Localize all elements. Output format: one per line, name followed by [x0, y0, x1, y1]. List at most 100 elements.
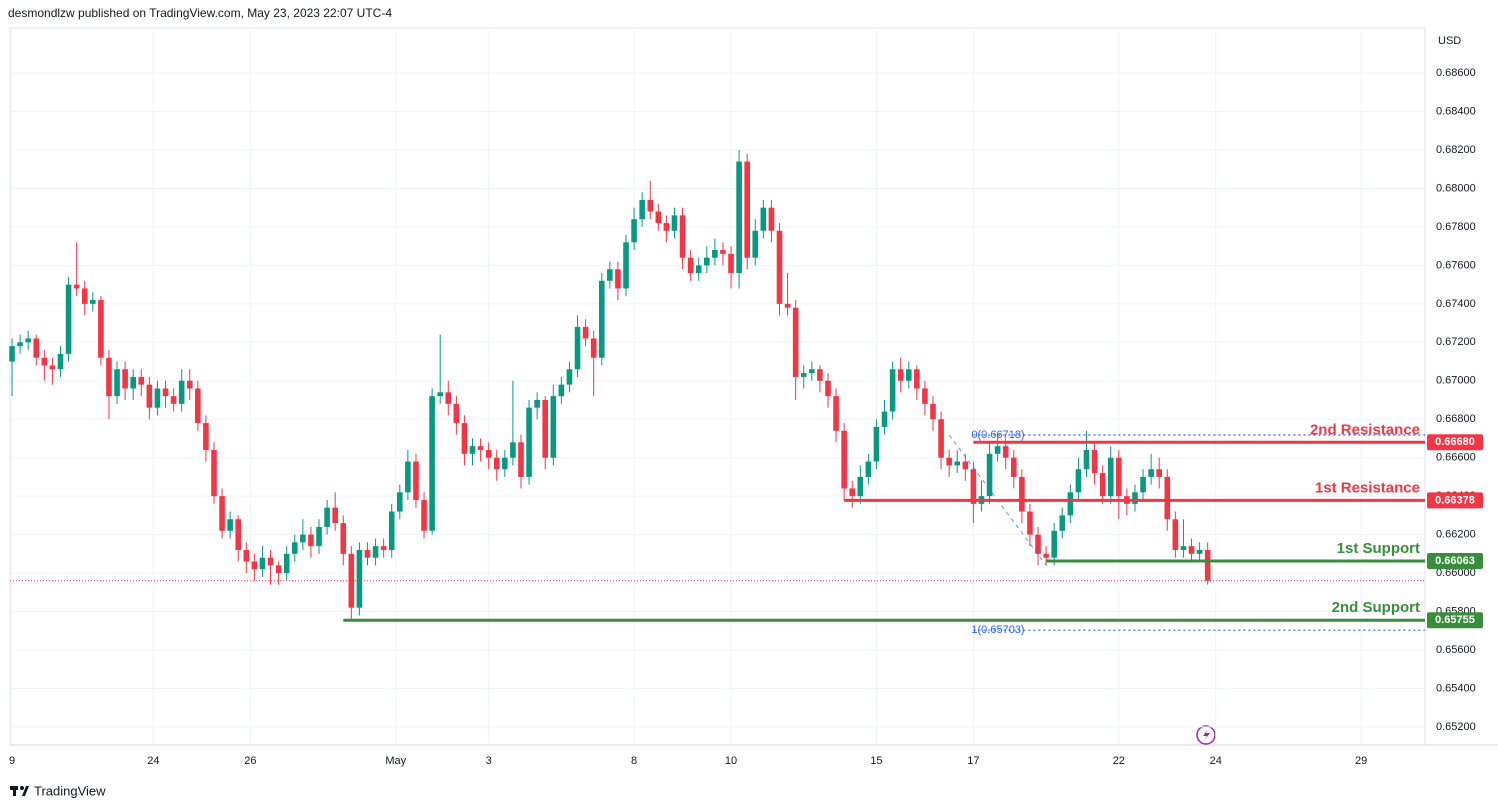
candle-body — [582, 326, 589, 339]
candle-body — [1043, 553, 1049, 558]
candle-body — [510, 442, 516, 458]
candle-body — [986, 453, 993, 497]
candle-body — [550, 396, 557, 458]
price-tag-label: 0.66063 — [1435, 555, 1475, 567]
candle-body — [623, 242, 629, 289]
x-tick-label: 24 — [147, 755, 159, 767]
candle-body — [130, 376, 137, 389]
candle-body — [542, 400, 549, 458]
candle-body — [865, 461, 872, 477]
logo — [10, 786, 29, 796]
candle-body — [114, 369, 120, 397]
candle-body — [954, 461, 961, 466]
candle-body — [219, 496, 225, 531]
candle-body — [687, 257, 694, 274]
candle-body — [162, 388, 169, 397]
candle-body — [784, 303, 791, 308]
candle-body — [768, 207, 775, 231]
candle-body — [889, 369, 896, 412]
candle-body — [1180, 546, 1187, 550]
candle-body — [259, 557, 266, 570]
candle-body — [1051, 530, 1057, 558]
candle-body — [388, 511, 395, 550]
candle-body — [106, 357, 112, 397]
candle-body — [817, 369, 823, 381]
candle-body — [332, 507, 338, 524]
candle-body — [267, 557, 274, 566]
candle-body — [25, 338, 31, 343]
y-tick-label: 0.66000 — [1436, 567, 1476, 579]
candle-body — [405, 461, 411, 493]
candle-body — [728, 253, 734, 274]
candle-body — [792, 307, 799, 377]
y-tick-label: 0.67400 — [1436, 298, 1476, 310]
candle-body — [881, 411, 888, 427]
y-tick-label: 0.65200 — [1436, 721, 1476, 733]
x-tick-label: 3 — [486, 755, 492, 767]
candle-body — [41, 357, 48, 366]
candle-body — [81, 288, 88, 304]
candle-body — [1099, 473, 1106, 497]
candle-body — [154, 388, 161, 408]
candle-body — [1035, 534, 1041, 554]
candle-body — [146, 384, 153, 408]
candle-body — [1019, 476, 1025, 512]
candle-body — [914, 369, 920, 389]
candle-body — [9, 346, 15, 362]
price-tag — [1427, 492, 1483, 509]
x-tick-label: 29 — [1355, 755, 1367, 767]
candle-body — [186, 380, 193, 389]
candle-body — [776, 230, 783, 304]
candle-body — [841, 430, 847, 489]
candle-body — [655, 211, 662, 224]
y-tick-label: 0.66800 — [1436, 413, 1476, 425]
candle-body — [364, 550, 371, 558]
candle-body — [994, 446, 1001, 454]
level-name: 2nd Support — [1332, 599, 1420, 616]
candle-body — [712, 250, 718, 258]
candle-body — [800, 373, 807, 377]
candle-body — [421, 500, 427, 531]
candle-body — [970, 469, 977, 504]
candle-body — [380, 546, 387, 550]
candle-body — [695, 265, 702, 274]
candle-body — [1083, 450, 1090, 470]
candle-body — [938, 419, 944, 458]
y-tick-label: 0.68400 — [1436, 105, 1476, 117]
candle-body — [760, 207, 767, 231]
candle-body — [615, 269, 621, 289]
candle-body — [243, 550, 250, 562]
candle-body — [671, 215, 678, 231]
candle-body — [857, 476, 864, 497]
price-tag-label: 0.66378 — [1435, 494, 1475, 506]
price-tag — [1427, 552, 1483, 569]
candle-body — [534, 400, 540, 408]
level-name: 1st Resistance — [1315, 479, 1420, 496]
x-tick-label: 9 — [9, 755, 15, 767]
y-tick-label: 0.67600 — [1436, 259, 1476, 271]
candle-body — [1067, 492, 1074, 516]
y-tick-label: 0.68200 — [1436, 144, 1476, 156]
candle-body — [1116, 457, 1122, 497]
candle-body — [663, 223, 670, 231]
candle-body — [922, 388, 928, 404]
candle-body — [849, 488, 856, 497]
x-tick-label: 22 — [1113, 755, 1125, 767]
candle-body — [178, 380, 185, 404]
candle-body — [469, 446, 476, 454]
candle-body — [316, 526, 322, 547]
candle-body — [235, 519, 242, 550]
footer: TradingView — [34, 783, 106, 798]
candle-body — [1107, 457, 1114, 497]
y-tick-label: 0.67000 — [1436, 375, 1476, 387]
candle-body — [98, 300, 104, 358]
candle-body — [1156, 469, 1163, 477]
candle-body — [639, 200, 645, 220]
candle-body — [275, 565, 282, 574]
candle-body — [502, 457, 508, 470]
candle-body — [825, 380, 831, 397]
x-tick-label: 15 — [870, 755, 882, 767]
x-tick-label: 10 — [725, 755, 737, 767]
y-tick-label: 0.65400 — [1436, 682, 1476, 694]
